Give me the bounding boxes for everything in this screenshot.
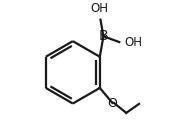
Text: OH: OH bbox=[91, 2, 109, 15]
Text: B: B bbox=[99, 29, 108, 43]
Text: OH: OH bbox=[124, 36, 143, 49]
Text: O: O bbox=[108, 97, 118, 110]
